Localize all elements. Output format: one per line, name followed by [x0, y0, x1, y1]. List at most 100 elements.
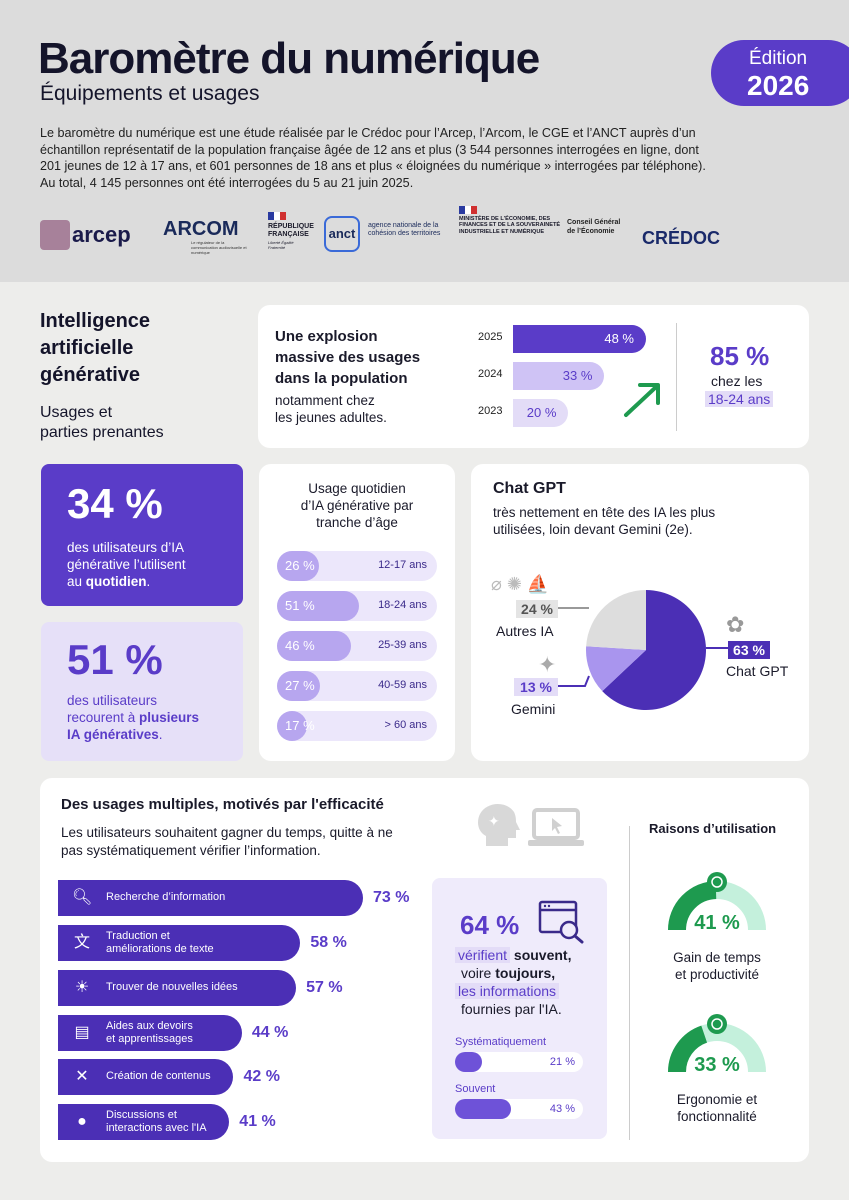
age-label: 25-39 ans — [378, 639, 427, 651]
logo-credoc: CRÉDOC — [642, 228, 721, 248]
reasons-title: Raisons d’utilisation — [649, 821, 777, 836]
verify-w3: voire — [461, 965, 496, 981]
usage-pct: 41 % — [239, 1113, 276, 1130]
usage-label-2: améliorations de texte — [106, 943, 214, 955]
usage-pct: 42 % — [243, 1068, 280, 1085]
age-title-2: d’IA générative par — [300, 498, 414, 513]
other-ai-icons: ⌀ ✺ ⛵ — [491, 573, 549, 594]
age-bar-fill — [277, 671, 321, 701]
reason-label-1: Gain de temps — [673, 950, 761, 965]
ia-title-line3: générative — [40, 364, 141, 386]
pie-label-name: Gemini — [511, 701, 555, 717]
usage-label-1: Aides aux devoirs — [106, 1020, 193, 1032]
ministere-text: MINISTÈRE DE L'ÉCONOMIE, DES FINANCES ET… — [459, 216, 561, 235]
clock-icon-inner — [711, 876, 723, 888]
tools-icon: ✕ — [75, 1068, 89, 1085]
verify-hl-1: vérifient — [455, 947, 511, 963]
pie-label-name: Chat GPT — [726, 663, 789, 679]
young-line1: chez les — [711, 373, 763, 389]
multi-card: 51 % des utilisateurs recourent à plusie… — [41, 622, 243, 761]
multi-text-3: IA génératives. — [67, 726, 199, 743]
age-bar-fill — [277, 551, 319, 581]
ia-subtitle-line1: Usages et — [40, 404, 113, 421]
explosion-year-2023: 2023 — [478, 405, 503, 417]
age-bar-fill — [277, 711, 307, 741]
pie-leader-line — [558, 675, 590, 687]
usage-label-2: et apprentissages — [106, 1033, 193, 1045]
verify-bar-label: Souvent — [455, 1083, 496, 1095]
trend-arrow-icon — [624, 383, 660, 417]
edition-badge: Édition 2026 — [711, 40, 849, 106]
verify-card — [432, 878, 607, 1139]
page-title: Baromètre du numérique — [38, 34, 540, 83]
reason-gauge — [668, 1014, 766, 1073]
reason-label-2: et productivité — [674, 967, 760, 982]
multi-text: des utilisateurs recourent à plusieurs I… — [67, 692, 199, 743]
age-row: 27 % 40-59 ans — [277, 671, 437, 701]
usage-label: Aides aux devoirs et apprentissages — [106, 1020, 193, 1046]
usages-desc: Les utilisateurs souhaitent gagner du te… — [61, 824, 393, 860]
arcom-tagline: Le régulateur de la communication audiov… — [191, 240, 247, 255]
daily-pct: 34 % — [67, 480, 163, 527]
usage-label-1: Création de contenus — [106, 1070, 211, 1082]
logo-ministere: MINISTÈRE DE L'ÉCONOMIE, DES FINANCES ET… — [459, 206, 564, 262]
laptop-icon — [528, 808, 584, 846]
daily-card: 34 % des utilisateurs d’IA générative l’… — [41, 464, 243, 606]
edition-label: Édition — [749, 48, 808, 69]
multi-text-2a: recourent à — [67, 710, 140, 725]
verify-text: vérifient souvent, voire toujours, les i… — [455, 946, 572, 1018]
young-pct: 85 % — [710, 341, 770, 371]
usage-label: Création de contenus — [106, 1070, 211, 1083]
young-age-highlight: 18-24 ans — [705, 391, 774, 407]
section-ia-subtitle: Usages et parties prenantes — [40, 403, 164, 443]
chatgpt-desc: très nettement en tête des IA les plus u… — [493, 504, 715, 538]
age-bar-fill — [277, 631, 351, 661]
reason-label-1: Ergonomie et — [676, 1092, 758, 1107]
verify-bar-label: Systématiquement — [455, 1036, 547, 1048]
usage-bar: 🔍︎ Recherche d’information — [58, 880, 363, 916]
gemini-icon: ✦ — [538, 652, 556, 677]
gauge-fill — [668, 1025, 708, 1073]
reasons-divider — [629, 826, 630, 1140]
explosion-title: Une explosion massive des usages dans la… — [275, 326, 420, 389]
explosion-note-1: notamment chez — [275, 393, 375, 408]
logo-arcep: arcep — [40, 218, 140, 252]
usages-title: Des usages multiples, motivés par l'effi… — [61, 796, 384, 813]
chatgpt-title: Chat GPT — [493, 480, 566, 497]
explosion-year-2024: 2024 — [478, 368, 503, 380]
divider — [676, 323, 677, 431]
explosion-bar-label: 33 % — [562, 368, 593, 383]
book-icon: ▤ — [74, 1024, 90, 1041]
section-ia-title: Intelligence artificielle générative — [40, 308, 150, 389]
multi-text-bold2: IA génératives — [67, 727, 159, 742]
verify-bar-track: 21 % — [455, 1052, 583, 1072]
pie-label-box — [514, 678, 558, 696]
verify-pct: 64 % — [460, 910, 520, 940]
usage-bar: ✕ Création de contenus — [58, 1059, 234, 1095]
verify-bold-2: toujours, — [495, 965, 556, 981]
chatgpt-desc-1: très nettement en tête des IA les plus — [493, 505, 716, 520]
usages-desc-2: pas systématiquement vérifier l’informat… — [61, 843, 321, 858]
logo-cge: Conseil Général de l’Économie — [567, 219, 621, 235]
daily-text-bold: quotidien — [85, 574, 147, 589]
reason-pct: 41 % — [694, 912, 740, 934]
usage-label-2: interactions avec l'IA — [106, 1122, 207, 1134]
explosion-year-2025: 2025 — [478, 331, 503, 343]
rf-line2: FRANÇAISE — [268, 231, 309, 238]
gear-icon — [707, 1014, 727, 1034]
clock-icon — [707, 872, 727, 892]
daily-text: des utilisateurs d’IA générative l’utili… — [67, 539, 186, 590]
flag-icon — [268, 212, 286, 220]
age-pct: 51 % — [285, 598, 315, 613]
multi-text-bold1: plusieurs — [139, 710, 200, 725]
anct-wordmark: anct — [324, 216, 360, 252]
usage-label: Traduction et améliorations de texte — [106, 930, 214, 956]
verify-bar-pct: 21 % — [549, 1056, 575, 1068]
age-title-3: tranche d’âge — [316, 515, 398, 530]
verify-bar-fill — [455, 1052, 483, 1072]
gear-icon-inner — [711, 1018, 723, 1030]
age-label: > 60 ans — [384, 719, 427, 731]
multi-text-1: des utilisateurs — [67, 693, 158, 708]
age-row: 17 % > 60 ans — [277, 711, 437, 741]
verify-line3: les informations — [455, 982, 572, 1000]
